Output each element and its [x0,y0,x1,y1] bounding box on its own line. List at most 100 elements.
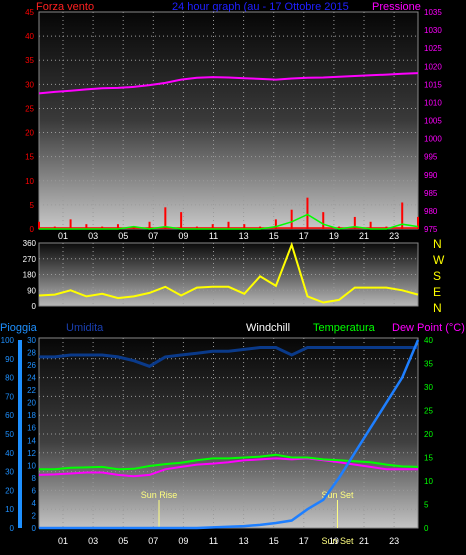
rain-tick-8: 8 [32,474,37,483]
wind-hour-label-03: 03 [88,231,98,241]
dir-tick-90: 90 [27,286,36,295]
temp-tick-40: 40 [424,336,433,345]
dir-tick-360: 360 [23,239,37,248]
temp-hour-label-09: 09 [178,536,188,546]
wind-tick-40: 40 [25,32,34,41]
humidity-tick-0: 0 [10,524,15,533]
dir-tick-0: 0 [32,302,37,311]
wind-tick-10: 10 [25,177,34,186]
dir-tick-270: 270 [23,255,37,264]
temp-tick-15: 15 [424,454,433,463]
humidity-tick-30: 30 [5,468,14,477]
rain-tick-26: 26 [27,361,36,370]
sunset-label: Sun Set [321,490,354,500]
humidity-tick-50: 50 [5,430,14,439]
wind-direction-line [38,241,419,304]
wind-hour-label-21: 21 [359,231,369,241]
pressure-tick-1025: 1025 [424,44,442,53]
humidity-tick-20: 20 [5,486,14,495]
temp-hour-label-01: 01 [58,536,68,546]
pressure-tick-985: 985 [424,189,438,198]
dir-tick-180: 180 [23,271,37,280]
wind-hour-label-17: 17 [299,231,309,241]
sunrise-label: Sun Rise [141,490,178,500]
rain-tick-12: 12 [27,449,36,458]
pressure-tick-1035: 1035 [424,8,442,17]
pressure-tick-995: 995 [424,153,438,162]
humidity-tick-80: 80 [5,374,14,383]
temp-tick-0: 0 [424,524,429,533]
humidity-tick-60: 60 [5,411,14,420]
rain-tick-18: 18 [27,411,36,420]
wind-tick-0: 0 [30,225,35,234]
pressure-tick-975: 975 [424,225,438,234]
wind-tick-15: 15 [25,153,34,162]
rain-tick-24: 24 [27,374,36,383]
wind-hour-label-15: 15 [269,231,279,241]
temperature-line [39,453,419,471]
humidity-tick-40: 40 [5,449,14,458]
wind-gust-series [38,197,419,229]
temp-humidity-hour-labels: 01 03 05 07 09 11 13 15 17 19 21 23 [58,536,399,546]
pressure-tick-990: 990 [424,171,438,180]
rain-line [39,339,420,530]
pressure-tick-1015: 1015 [424,80,442,89]
temp-tick-30: 30 [424,383,433,392]
direction-axis-ticks: 0 90 180 270 360 [23,239,37,311]
temp-tick-10: 10 [424,477,433,486]
temp-hour-label-03: 03 [88,536,98,546]
compass-label-n-bottom: N [433,301,442,315]
temp-tick-20: 20 [424,430,433,439]
wind-pressure-hour-labels: 01 03 05 07 09 11 13 15 17 19 21 23 [58,231,399,241]
humidity-line [39,346,418,368]
rain-tick-0: 0 [32,524,37,533]
wind-tick-45: 45 [25,8,34,17]
wind-hour-label-09: 09 [178,231,188,241]
compass-label-e: E [433,285,441,299]
wind-tick-30: 30 [25,80,34,89]
wind-average-line [39,213,419,230]
temp-tick-5: 5 [424,501,429,510]
rain-tick-2: 2 [32,511,37,520]
temperature-legend: Temperatura [313,322,376,334]
temp-hour-label-13: 13 [239,536,249,546]
humidity-tick-70: 70 [5,392,14,401]
wind-hour-label-11: 11 [209,231,218,241]
temperature-axis-ticks: 0 5 10 15 20 25 30 35 40 [424,336,433,533]
dew-point-line [38,457,418,478]
temp-humidity-plot-bg [38,337,419,529]
temp-tick-25: 25 [424,407,433,416]
humidity-axis-title: Umidita [66,322,104,334]
temp-hour-label-23: 23 [389,536,399,546]
windchill-legend: Windchill [246,322,290,334]
pressure-tick-980: 980 [424,207,438,216]
rain-tick-28: 28 [27,349,36,358]
temp-hour-label-11: 11 [209,536,218,546]
rain-tick-10: 10 [27,461,36,470]
pressure-tick-1010: 1010 [424,98,442,107]
rain-tick-30: 30 [27,336,36,345]
temp-hour-label-05: 05 [118,536,128,546]
pressure-tick-1030: 1030 [424,26,442,35]
temp-hour-label-15: 15 [269,536,279,546]
dew-point-legend: Dew Point (°C) [392,322,465,334]
wind-hour-label-23: 23 [389,231,399,241]
wind-hour-label-01: 01 [58,231,68,241]
temp-hour-label-07: 07 [148,536,158,546]
sunset-axis-label: Sun Set [321,536,354,546]
temp-hour-label-17: 17 [299,536,309,546]
compass-label-s: S [433,269,441,283]
wind-tick-25: 25 [25,104,34,113]
wind-hour-label-05: 05 [118,231,128,241]
temp-hour-label-19: 19 [329,536,339,546]
rain-tick-16: 16 [27,424,36,433]
wind-pressure-grid [39,12,418,229]
pressure-tick-1000: 1000 [424,135,442,144]
compass-labels: N W S E N [433,237,445,315]
wind-hour-label-07: 07 [148,231,158,241]
rain-axis-title: Pioggia [0,322,38,334]
wind-tick-35: 35 [25,56,34,65]
